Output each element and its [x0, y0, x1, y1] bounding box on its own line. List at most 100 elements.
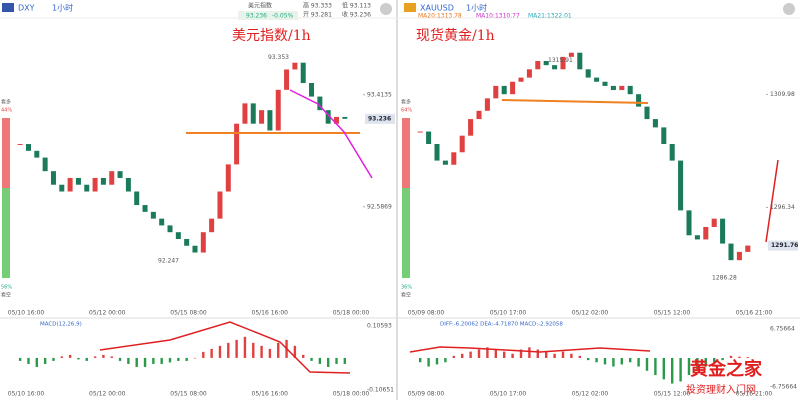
macd-bar	[553, 353, 556, 358]
candle	[669, 143, 675, 161]
candle	[434, 143, 440, 161]
macd-bar	[260, 345, 263, 358]
candle	[736, 251, 742, 261]
sentiment-bear: 36%	[401, 285, 412, 291]
candle	[175, 232, 181, 239]
flag	[2, 3, 14, 12]
macd-bar	[511, 353, 514, 358]
candle	[652, 119, 658, 128]
macd-bar	[235, 339, 238, 358]
candle	[568, 52, 574, 57]
x-tick-label: 05/16 21:00	[736, 391, 773, 398]
candle	[309, 83, 315, 97]
peak-label: 93.353	[268, 54, 289, 61]
macd-bar	[419, 358, 422, 363]
sentiment-bull: 44%	[1, 108, 12, 114]
macd-bar	[293, 345, 297, 358]
x-tick-label: 05/16 16:00	[252, 310, 289, 317]
x-tick-label: 05/15 12:00	[654, 310, 691, 317]
low-label: 92.247	[158, 258, 179, 265]
current-price-box	[365, 113, 395, 124]
candle	[442, 160, 448, 165]
macd-bar	[427, 358, 430, 367]
candle	[117, 171, 123, 178]
ma-label: MA21:1322.01	[528, 13, 572, 20]
watermark-title: 黄金之家	[690, 358, 763, 380]
x-tick-label: 05/10 17:00	[490, 310, 527, 317]
macd-bar	[85, 357, 88, 361]
macd-bar	[704, 358, 707, 367]
candle	[417, 131, 423, 133]
chart-title: 美元指数/1h	[232, 28, 311, 44]
x-tick-label: 05/18 00:00	[333, 310, 370, 317]
macd-tick-label: -6.75664	[770, 383, 797, 390]
macd-bar	[18, 357, 22, 361]
candle	[518, 77, 524, 82]
info-open: 开 93.281	[303, 12, 332, 19]
macd-bar	[503, 351, 506, 358]
gold-icon	[404, 3, 416, 12]
sentiment-bull: 64%	[401, 108, 412, 114]
macd-bar	[679, 358, 682, 382]
candle	[34, 150, 40, 158]
candle	[694, 235, 700, 240]
timeframe[interactable]: 1小时	[52, 3, 73, 13]
candle	[84, 184, 90, 192]
current-price: 93.236	[368, 115, 391, 122]
candle	[745, 245, 751, 252]
x-tick-label: 05/18 00:00	[333, 391, 370, 398]
macd-tick-label: -0.10651	[367, 387, 394, 394]
candle	[217, 191, 223, 219]
x-tick-label: 05/10 17:00	[490, 391, 527, 398]
chart-title: 现货黄金/1h	[416, 27, 495, 44]
macd-bar	[452, 355, 455, 358]
symbol[interactable]: XAUUSD	[420, 4, 454, 13]
macd-bar	[43, 357, 47, 364]
macd-bar	[612, 358, 615, 367]
y-tick-label: 92.5869	[367, 203, 392, 210]
macd-bar	[620, 358, 623, 365]
macd-bar	[528, 347, 531, 358]
candle	[267, 110, 273, 131]
drawn-arrow	[289, 89, 373, 179]
candle	[192, 245, 198, 253]
settings-button[interactable]	[783, 3, 795, 15]
macd-bar	[335, 357, 338, 364]
candle	[711, 218, 717, 227]
sentiment-bar	[402, 118, 410, 188]
x-tick-label: 05/09 08:00	[408, 391, 445, 398]
settings-button[interactable]	[380, 3, 392, 15]
candle	[459, 135, 465, 153]
macd-bar	[570, 353, 573, 358]
timeframe[interactable]: 1小时	[466, 3, 487, 13]
candle	[619, 85, 625, 91]
candle	[109, 171, 115, 185]
candle	[334, 116, 340, 124]
macd-bar	[77, 357, 80, 360]
candle	[501, 85, 507, 95]
sentiment-label: 看空	[1, 292, 11, 299]
candle	[426, 131, 432, 144]
macd-bar	[302, 354, 305, 358]
macd-bar	[102, 354, 105, 358]
macd-bar	[177, 357, 180, 361]
macd-bar	[461, 353, 464, 358]
candle	[300, 62, 306, 84]
drawn-arrow	[765, 159, 779, 243]
candle	[627, 85, 633, 95]
macd-bar	[268, 348, 272, 358]
candle	[510, 81, 516, 95]
candle	[703, 226, 709, 240]
candle	[75, 177, 81, 185]
macd-bar	[696, 358, 699, 371]
macd-bar	[738, 356, 741, 358]
macd-bar	[110, 356, 113, 358]
candle	[325, 110, 331, 124]
macd-bar	[185, 357, 188, 361]
candle	[159, 218, 165, 226]
candle	[577, 52, 583, 70]
symbol[interactable]: DXY	[18, 4, 35, 13]
macd-bar	[326, 357, 330, 367]
macd-label: DIFF:-6.20062 DEA:-4.71870 MACD:-2.92058	[440, 322, 563, 328]
